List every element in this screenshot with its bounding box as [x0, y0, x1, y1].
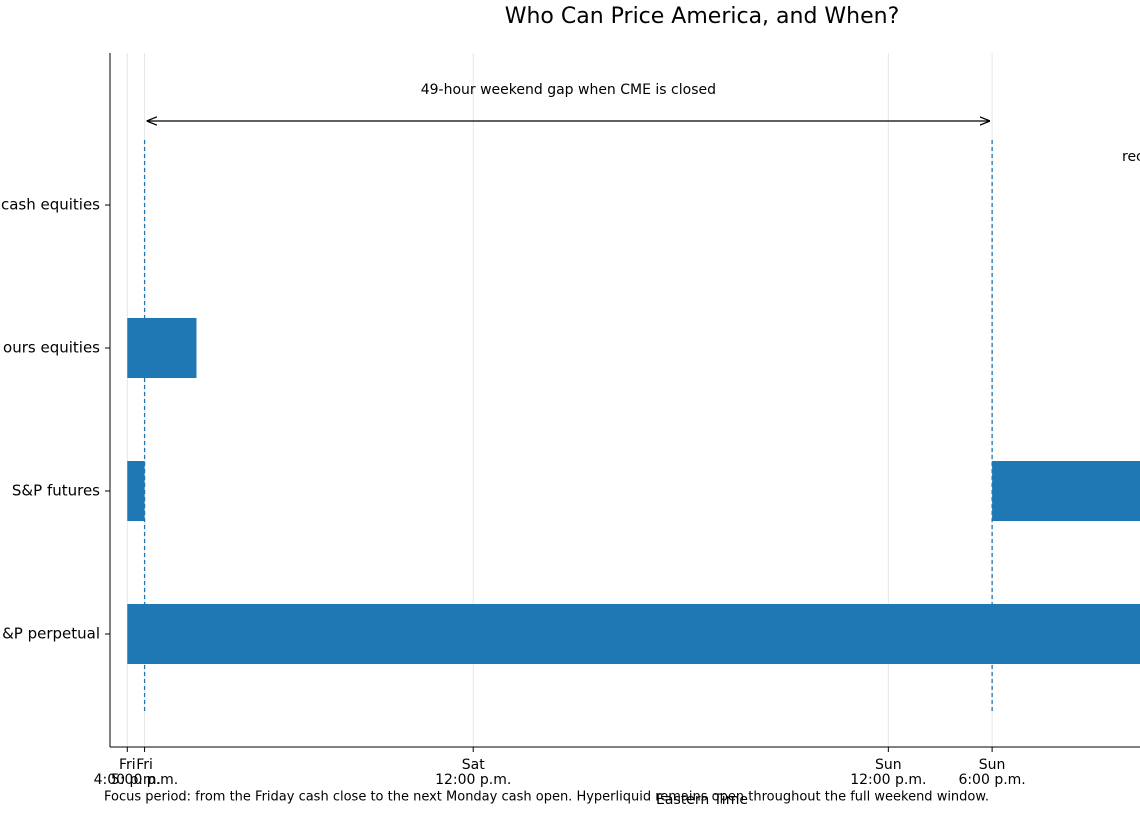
y-tick-label: &P perpetual [2, 625, 100, 643]
gap-annotation: 49-hour weekend gap when CME is closed [421, 82, 716, 98]
x-tick-label: Sun 12:00 p.m. [850, 757, 926, 788]
bar [127, 461, 145, 521]
bar [127, 604, 1140, 664]
side-note: rec [1122, 149, 1140, 165]
x-tick-label: Sun 6:00 p.m. [958, 757, 1025, 788]
chart-title: Who Can Price America, and When? [505, 4, 900, 29]
bar [127, 318, 197, 378]
bar [992, 461, 1140, 521]
footnote: Focus period: from the Friday cash close… [104, 790, 989, 805]
y-tick-label: ours equities [3, 339, 100, 357]
bars [127, 318, 1140, 664]
y-tick-label: S&P futures [12, 482, 100, 500]
x-tick-label: Sat 12:00 p.m. [435, 757, 511, 788]
x-tick-label: Fri 5:00 p.m. [111, 757, 178, 788]
overlay: 49-hour weekend gap when CME is closed re… [143, 82, 1140, 713]
x-tick-label: Fri 4:00 p.m. [94, 757, 161, 788]
x-axis-label: Eastern Time [656, 792, 748, 808]
y-tick-label: cash equities [1, 196, 100, 214]
